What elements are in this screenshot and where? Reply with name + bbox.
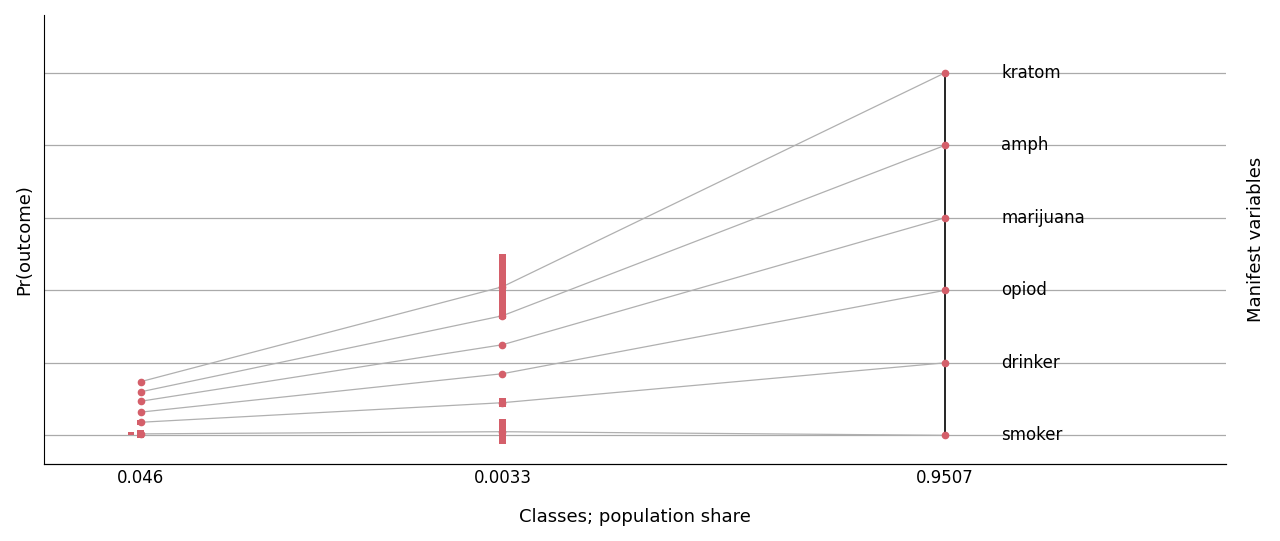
Y-axis label: Pr(outcome): Pr(outcome) [15,184,33,295]
Bar [499,254,506,319]
Text: drinker: drinker [1001,354,1060,372]
Text: smoker: smoker [1001,426,1062,444]
Bar [499,398,506,407]
X-axis label: Classes; population share: Classes; population share [520,508,751,526]
Bar [499,419,506,444]
Text: kratom: kratom [1001,64,1061,82]
Y-axis label: Manifest variables: Manifest variables [1247,157,1265,322]
Bar [137,420,143,425]
Text: amph: amph [1001,136,1048,154]
Bar [137,430,143,438]
Text: marijuana: marijuana [1001,209,1084,227]
Text: opiod: opiod [1001,281,1047,299]
Bar [128,432,134,436]
